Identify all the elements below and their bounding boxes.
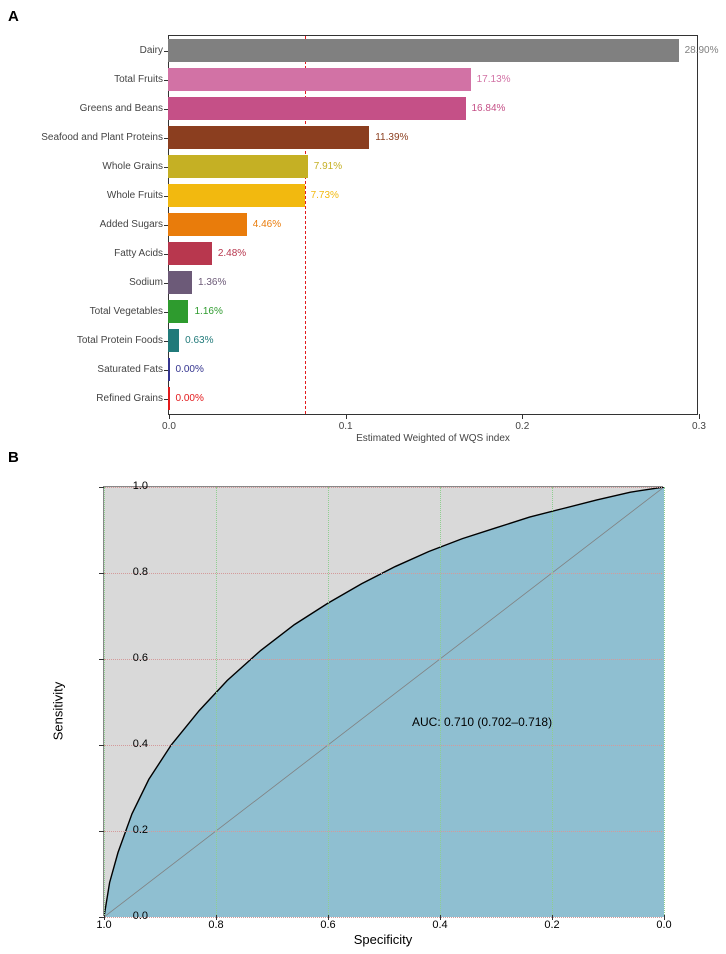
bar <box>168 184 305 207</box>
gridline-v <box>216 487 217 915</box>
bar-value-label: 17.13% <box>477 68 511 91</box>
x-tick-label: 0.3 <box>692 421 706 432</box>
gridline-v <box>328 487 329 915</box>
y-category-label: Whole Fruits <box>13 184 163 207</box>
bar <box>168 300 188 323</box>
bar-row: 0.00% <box>168 387 698 410</box>
x-tick-label: 0.8 <box>208 919 223 931</box>
y-category-label: Total Fruits <box>13 68 163 91</box>
y-tick-label: 0.0 <box>133 910 148 922</box>
bar-value-label: 2.48% <box>218 242 246 265</box>
bar-value-label: 7.73% <box>311 184 339 207</box>
x-tick-label: 0.4 <box>432 919 447 931</box>
y-tick <box>99 831 104 832</box>
y-tick-label: 0.2 <box>133 824 148 836</box>
x-tick-label: 1.0 <box>96 919 111 931</box>
gridline-h <box>104 917 662 918</box>
auc-label: AUC: 0.710 (0.702–0.718) <box>412 715 552 729</box>
y-category-label: Total Vegetables <box>13 300 163 323</box>
bar <box>168 39 679 62</box>
roc-svg <box>104 487 664 917</box>
y-category-label: Sodium <box>13 271 163 294</box>
bar-value-label: 0.00% <box>176 387 204 410</box>
y-category-label: Whole Grains <box>13 155 163 178</box>
bar <box>168 97 466 120</box>
bar-row: 4.46% <box>168 213 698 236</box>
y-category-label: Fatty Acids <box>13 242 163 265</box>
bar-row: 0.00% <box>168 358 698 381</box>
x-axis-title: Estimated Weighted of WQS index <box>356 433 510 444</box>
bar-row: 1.36% <box>168 271 698 294</box>
gridline-v <box>440 487 441 915</box>
y-category-label: Dairy <box>13 39 163 62</box>
bar-row: 28.90% <box>168 39 698 62</box>
gridline-v <box>104 487 105 915</box>
bar-row: 7.73% <box>168 184 698 207</box>
bar-row: 2.48% <box>168 242 698 265</box>
bar <box>168 155 308 178</box>
bar-row: 16.84% <box>168 97 698 120</box>
y-tick <box>99 573 104 574</box>
gridline-h <box>104 573 662 574</box>
x-tick <box>169 414 170 419</box>
gridline-h <box>104 831 662 832</box>
panel-a: 0.0 0.1 0.2 0.3 Estimated Weighted of WQS i… <box>8 25 718 445</box>
bar-row: 1.16% <box>168 300 698 323</box>
x-tick-label: 0.0 <box>656 919 671 931</box>
bar-value-label: 1.16% <box>194 300 222 323</box>
gridline-h <box>104 745 662 746</box>
x-tick-label: 0.1 <box>339 421 353 432</box>
bar <box>168 329 179 352</box>
y-category-label: Seafood and Plant Proteins <box>13 126 163 149</box>
bar-value-label: 28.90% <box>685 39 719 62</box>
y-tick-label: 0.4 <box>133 738 148 750</box>
bar <box>168 242 212 265</box>
x-tick <box>346 414 347 419</box>
bar <box>168 387 170 410</box>
y-category-label: Total Protein Foods <box>13 329 163 352</box>
bar-value-label: 1.36% <box>198 271 226 294</box>
panel-a-label: A <box>8 8 718 25</box>
bar-value-label: 0.00% <box>176 358 204 381</box>
bar-value-label: 16.84% <box>472 97 506 120</box>
x-tick <box>522 414 523 419</box>
bar-value-label: 7.91% <box>314 155 342 178</box>
x-tick <box>699 414 700 419</box>
x-tick-label: 0.6 <box>320 919 335 931</box>
x-tick-label: 0.0 <box>162 421 176 432</box>
y-category-label: Saturated Fats <box>13 358 163 381</box>
bar <box>168 358 170 381</box>
y-category-label: Greens and Beans <box>13 97 163 120</box>
x-axis-title-b: Specificity <box>354 932 413 947</box>
gridline-h <box>104 659 662 660</box>
panel-b: Sensitivity AUC: 0.710 (0.702–0.718) Spe… <box>8 476 718 946</box>
y-tick <box>99 745 104 746</box>
bar-row: 17.13% <box>168 68 698 91</box>
bar-row: 11.39% <box>168 126 698 149</box>
bar-value-label: 11.39% <box>375 126 408 149</box>
y-tick-label: 0.8 <box>133 566 148 578</box>
panel-b-plot-area: AUC: 0.710 (0.702–0.718) Specificity 0.0… <box>103 486 663 916</box>
bar <box>168 271 192 294</box>
x-tick-label: 0.2 <box>544 919 559 931</box>
y-tick-label: 1.0 <box>133 480 148 492</box>
y-category-label: Added Sugars <box>13 213 163 236</box>
bar-row: 0.63% <box>168 329 698 352</box>
y-tick <box>99 659 104 660</box>
bar <box>168 126 369 149</box>
x-tick-label: 0.2 <box>515 421 529 432</box>
y-category-label: Refined Grains <box>13 387 163 410</box>
bar <box>168 213 247 236</box>
bar-value-label: 4.46% <box>253 213 281 236</box>
gridline-h <box>104 487 662 488</box>
bar-value-label: 0.63% <box>185 329 213 352</box>
y-tick-label: 0.6 <box>133 652 148 664</box>
y-tick <box>99 487 104 488</box>
panel-b-label: B <box>8 449 718 466</box>
bar <box>168 68 471 91</box>
gridline-v <box>552 487 553 915</box>
y-axis-title: Sensitivity <box>51 682 66 741</box>
bar-row: 7.91% <box>168 155 698 178</box>
gridline-v <box>664 487 665 915</box>
